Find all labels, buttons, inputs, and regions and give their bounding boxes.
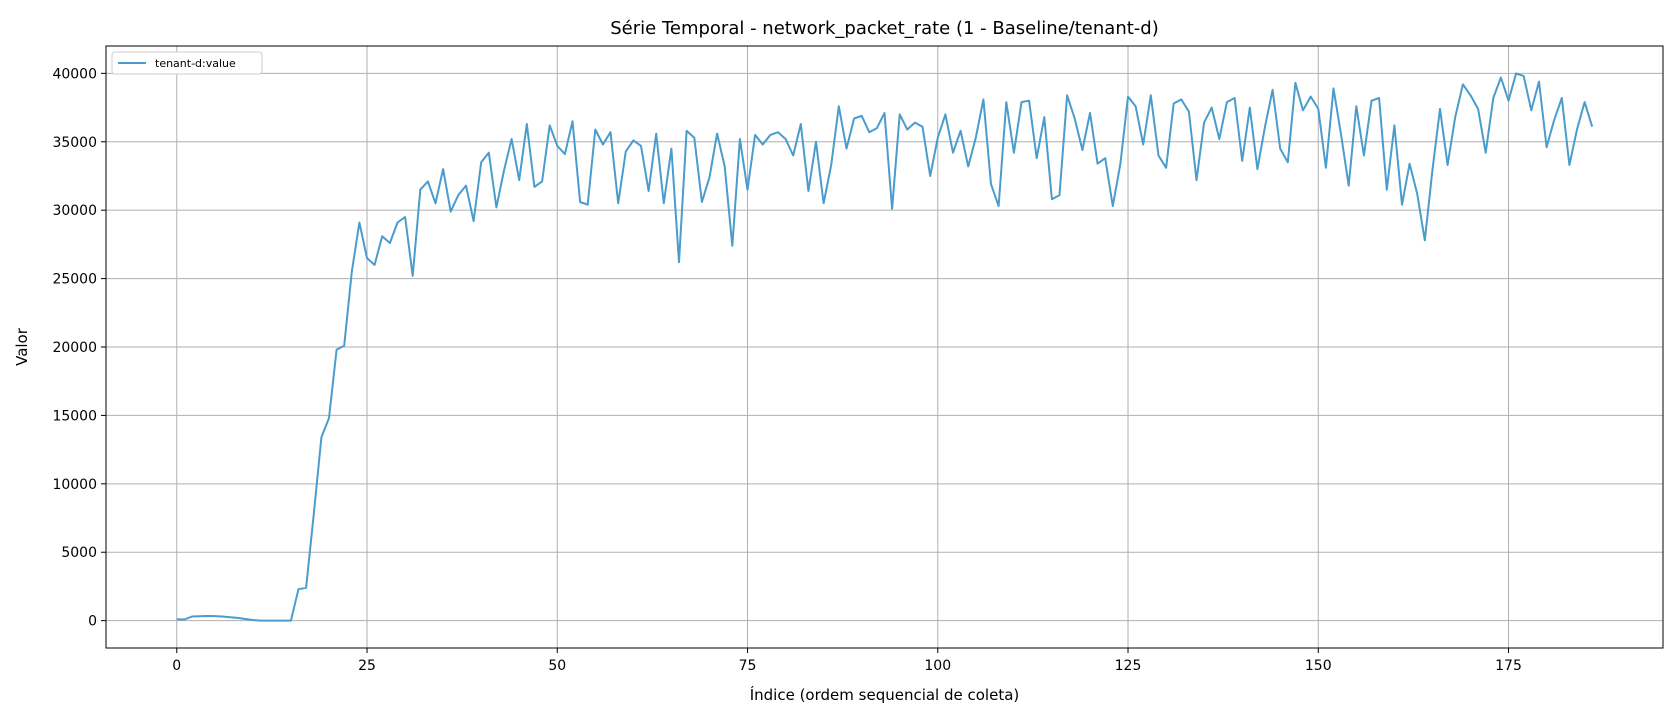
x-tick-label: 25 <box>358 658 376 674</box>
chart-title: Série Temporal - network_packet_rate (1 … <box>610 18 1158 39</box>
y-tick-label: 25000 <box>52 272 97 288</box>
x-tick-label: 100 <box>924 658 951 674</box>
legend-box <box>111 51 263 75</box>
legend: tenant-d:value <box>111 51 263 75</box>
y-tick-label: 10000 <box>52 477 97 493</box>
series-line <box>176 72 1594 622</box>
x-tick-label: 0 <box>172 658 181 674</box>
x-tick-label: 50 <box>548 658 566 674</box>
x-tick-label: 150 <box>1305 658 1332 674</box>
y-tick-label: 40000 <box>52 66 97 82</box>
y-tick-label: 20000 <box>52 340 97 356</box>
x-tick-label: 175 <box>1495 658 1522 674</box>
y-tick-label: 35000 <box>52 135 97 151</box>
x-axis: 0 25 50 75 100 125 150 175 <box>172 648 1522 674</box>
y-axis-label: Valor <box>13 327 31 366</box>
y-tick-label: 5000 <box>61 545 97 561</box>
x-tick-label: 125 <box>1115 658 1142 674</box>
series-layer <box>176 72 1594 622</box>
y-tick-label: 0 <box>88 614 97 630</box>
x-axis-label: Índice (ordem sequencial de coleta) <box>750 685 1020 704</box>
y-axis: 0 5000 10000 15000 20000 25000 30000 35000 40000 <box>52 66 106 630</box>
y-tick-label: 30000 <box>52 203 97 219</box>
y-tick-label: 15000 <box>52 408 97 424</box>
x-tick-label: 75 <box>739 658 757 674</box>
legend-label: tenant-d:value <box>155 57 236 70</box>
